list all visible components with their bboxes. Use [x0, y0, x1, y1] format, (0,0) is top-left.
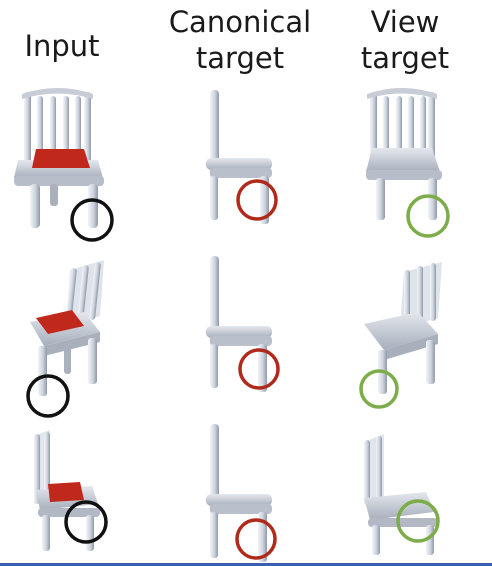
row2-view-chair-image — [364, 262, 442, 394]
row3-input-marker-circle — [64, 500, 108, 544]
row1-view-chair-image — [366, 88, 442, 220]
row2-input-chair-image — [30, 260, 104, 396]
row2-input-marker-circle — [26, 374, 70, 418]
bottom-rule — [0, 563, 492, 566]
row3-input-chair-image — [34, 430, 100, 551]
header-input: Input — [24, 29, 100, 63]
row1-input-marker-circle — [70, 198, 114, 242]
row2-view-marker-circle — [359, 369, 399, 409]
header-canonical-target: Canonical target — [168, 5, 312, 75]
row1-canonical-marker-circle — [236, 179, 278, 221]
row1-view-marker-circle — [406, 194, 450, 238]
row1-canonical-chair-image — [206, 90, 272, 224]
row3-view-marker-circle — [396, 499, 440, 543]
row3-view-chair-image — [364, 434, 438, 555]
row2-canonical-chair-image — [206, 256, 272, 392]
row3-canonical-marker-circle — [235, 518, 277, 560]
row1-input-chair-image — [14, 88, 104, 228]
row3-canonical-chair-image — [206, 424, 272, 562]
header-view-target: View target — [360, 5, 450, 75]
row2-canonical-marker-circle — [238, 348, 280, 390]
